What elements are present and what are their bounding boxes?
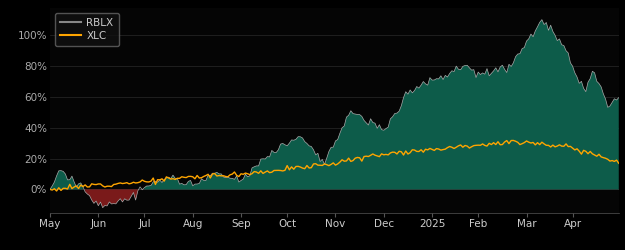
Legend: RBLX, XLC: RBLX, XLC xyxy=(55,13,119,46)
